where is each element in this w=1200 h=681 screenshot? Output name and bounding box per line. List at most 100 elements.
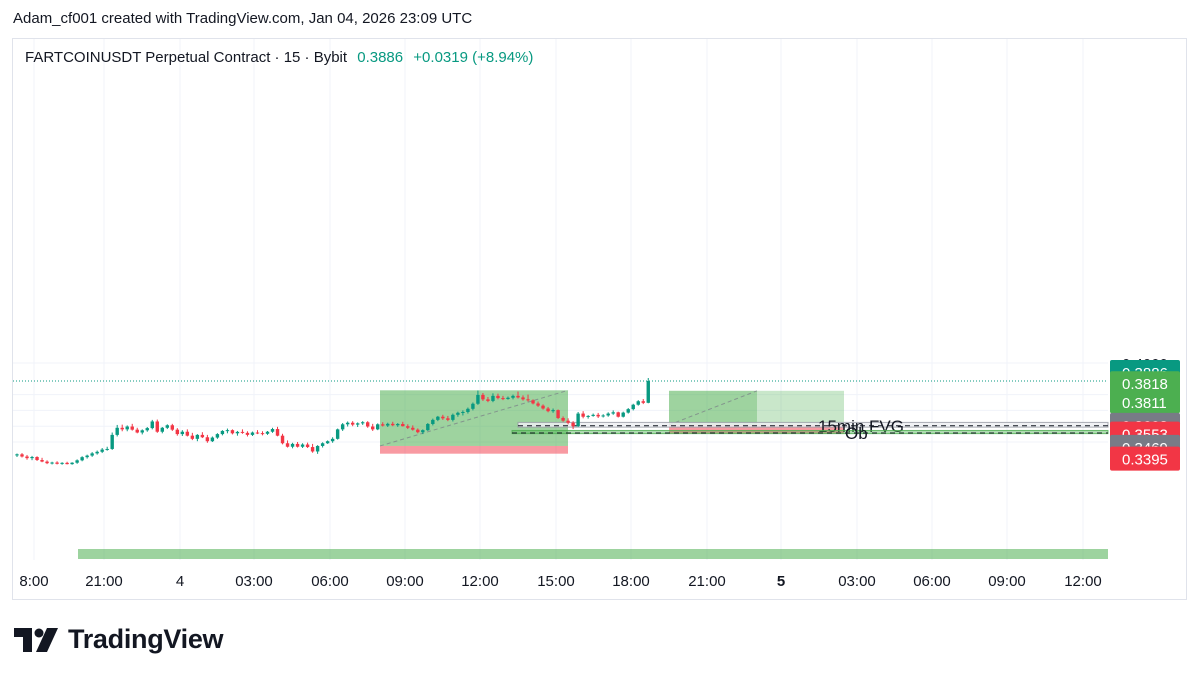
candle-body bbox=[160, 427, 164, 432]
chart-frame[interactable] bbox=[12, 38, 1187, 600]
candle-body bbox=[511, 395, 515, 398]
zone-label: 15min FVG bbox=[818, 417, 904, 436]
candle-body bbox=[195, 434, 200, 439]
candle-body bbox=[426, 423, 430, 431]
candle-body bbox=[75, 460, 79, 463]
candle-body bbox=[270, 429, 275, 432]
x-tick-label: 09:00 bbox=[386, 573, 424, 590]
candle-body bbox=[476, 394, 480, 404]
candle-body bbox=[210, 437, 215, 442]
candle-body bbox=[170, 425, 175, 430]
candle-body bbox=[175, 429, 180, 435]
candle-body bbox=[636, 401, 640, 405]
candle-body bbox=[571, 422, 575, 427]
tradingview-logo-icon bbox=[14, 627, 58, 652]
candle-body bbox=[646, 381, 650, 403]
candle-body bbox=[185, 431, 190, 436]
candle-body bbox=[531, 400, 535, 404]
candle-body bbox=[25, 456, 29, 459]
candle-body bbox=[240, 431, 245, 433]
candle-body bbox=[606, 413, 610, 416]
candle-body bbox=[611, 412, 615, 414]
last-price: 0.3886 bbox=[357, 49, 404, 66]
candle-body bbox=[421, 430, 425, 433]
candle-body bbox=[441, 416, 445, 419]
candle-body bbox=[295, 443, 300, 447]
candle-body bbox=[245, 432, 250, 435]
zone-box bbox=[517, 421, 1109, 428]
candle-body bbox=[601, 415, 605, 417]
x-tick-label: 06:00 bbox=[311, 573, 349, 590]
candle-body bbox=[481, 394, 485, 400]
candle-body bbox=[431, 419, 435, 424]
candle-body bbox=[225, 430, 230, 432]
candle-body bbox=[235, 431, 240, 434]
candle-body bbox=[300, 444, 305, 447]
candle-body bbox=[60, 462, 64, 464]
candle-body bbox=[135, 429, 139, 433]
candle-body bbox=[140, 430, 144, 433]
candle-body bbox=[360, 422, 365, 424]
candle-body bbox=[320, 443, 325, 446]
position-stop-zone bbox=[669, 424, 844, 434]
candle-body bbox=[526, 399, 530, 401]
price-badge-label: 0.3395 bbox=[1122, 452, 1168, 469]
zone-box bbox=[511, 429, 1109, 435]
candle-body bbox=[180, 431, 185, 435]
candle-body bbox=[546, 408, 550, 412]
candle-body bbox=[80, 457, 84, 461]
candle-body bbox=[350, 422, 355, 425]
candle-body bbox=[220, 430, 225, 435]
candle-body bbox=[466, 408, 470, 412]
candle-body bbox=[556, 410, 560, 418]
price-badge bbox=[1110, 446, 1180, 471]
position-trend-line bbox=[668, 390, 758, 426]
candle-body bbox=[516, 395, 520, 398]
candle-body bbox=[381, 424, 385, 426]
candle-body bbox=[20, 454, 24, 457]
candle-body bbox=[396, 423, 400, 426]
candle-body bbox=[275, 429, 280, 436]
candle-body bbox=[541, 405, 545, 409]
candle-body bbox=[436, 416, 440, 420]
candle-body bbox=[486, 399, 490, 401]
candle-body bbox=[215, 434, 220, 438]
candle-body bbox=[456, 412, 460, 415]
candle-body bbox=[230, 430, 235, 434]
x-tick-label: 5 bbox=[777, 573, 785, 590]
candle-body bbox=[50, 462, 54, 464]
candle-body bbox=[576, 413, 580, 427]
candle-body bbox=[110, 434, 114, 449]
candle-body bbox=[391, 423, 395, 426]
candle-body bbox=[285, 443, 290, 447]
candle-body bbox=[461, 411, 465, 413]
candle-body bbox=[30, 457, 34, 459]
candle-body bbox=[15, 454, 19, 456]
x-tick-label: 12:00 bbox=[1064, 573, 1102, 590]
candle-body bbox=[310, 447, 315, 452]
candle-body bbox=[406, 426, 410, 428]
candle-body bbox=[501, 398, 505, 400]
x-tick-label: 09:00 bbox=[988, 573, 1026, 590]
tradingview-wordmark: TradingView bbox=[68, 624, 224, 654]
candle-body bbox=[491, 395, 495, 401]
tradingview-logo[interactable]: TradingView bbox=[14, 624, 224, 655]
candle-body bbox=[265, 431, 270, 434]
candle-body bbox=[496, 395, 500, 399]
candle-body bbox=[561, 417, 565, 421]
candle-body bbox=[411, 427, 415, 430]
candle-body bbox=[55, 462, 59, 464]
x-tick-label: 12:00 bbox=[461, 573, 499, 590]
candle-body bbox=[255, 432, 260, 434]
candle-body bbox=[581, 413, 585, 417]
price-change: +0.0319 (+8.94%) bbox=[413, 49, 534, 66]
candle-body bbox=[165, 425, 169, 428]
candle-body bbox=[616, 412, 620, 417]
x-tick-label: 8:00 bbox=[19, 573, 48, 590]
x-tick-label: 4 bbox=[176, 573, 184, 590]
candle-body bbox=[100, 449, 104, 452]
candle-body bbox=[280, 435, 285, 444]
candle-body bbox=[366, 422, 370, 427]
x-tick-label: 15:00 bbox=[537, 573, 575, 590]
